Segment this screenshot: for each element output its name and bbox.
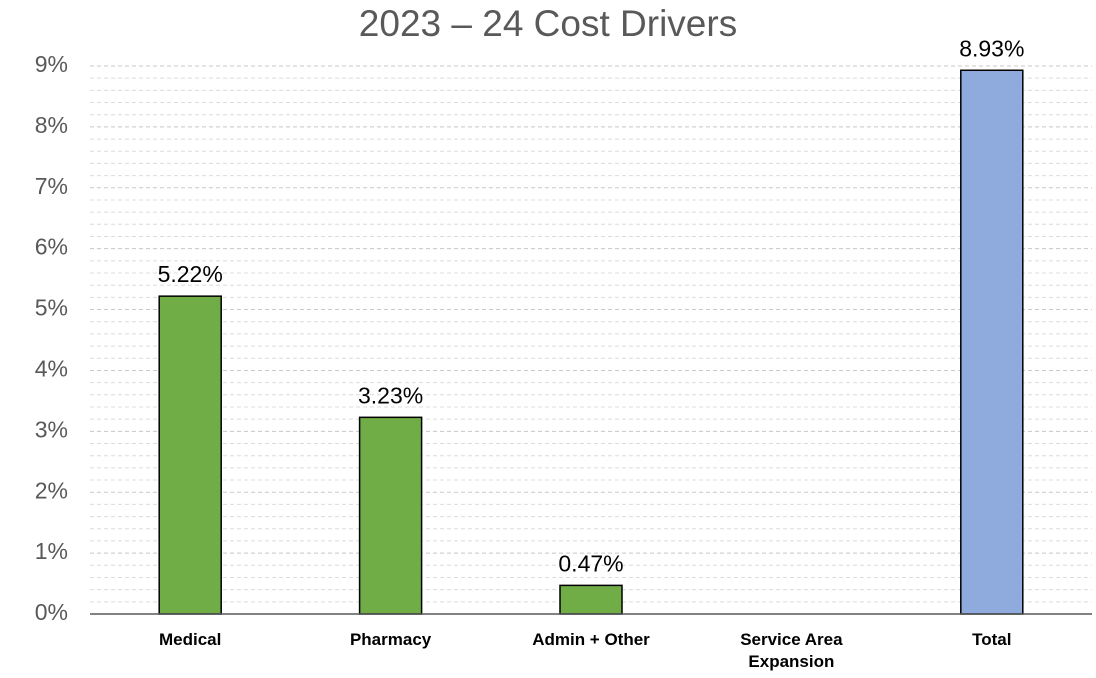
y-tick-label: 5%: [35, 295, 68, 321]
value-label: 0.47%: [558, 550, 623, 576]
y-tick-label: 2%: [35, 477, 68, 503]
chart-title: 2023 – 24 Cost Drivers: [359, 3, 737, 44]
x-tick-label: Service Area Expansion: [740, 630, 843, 671]
x-tick-label: Admin + Other: [532, 630, 650, 649]
bar: [960, 69, 1024, 615]
value-label: 3.23%: [358, 382, 423, 408]
y-tick-label: 9%: [35, 51, 68, 77]
y-tick-label: 7%: [35, 173, 68, 199]
bar: [358, 416, 423, 615]
bar: [158, 295, 222, 615]
bar: [559, 584, 623, 615]
value-label: 5.22%: [158, 261, 223, 287]
x-tick-label: Pharmacy: [349, 630, 432, 649]
y-tick-label: 8%: [35, 112, 68, 138]
y-tick-label: 0%: [35, 599, 68, 625]
y-tick-label: 4%: [35, 356, 68, 382]
value-label: 8.93%: [959, 35, 1024, 61]
y-tick-label: 1%: [35, 538, 68, 564]
y-tick-label: 3%: [35, 416, 68, 442]
y-tick-label: 6%: [35, 234, 68, 260]
x-tick-label: Total: [972, 630, 1012, 649]
x-tick-label: Medical: [159, 630, 222, 649]
